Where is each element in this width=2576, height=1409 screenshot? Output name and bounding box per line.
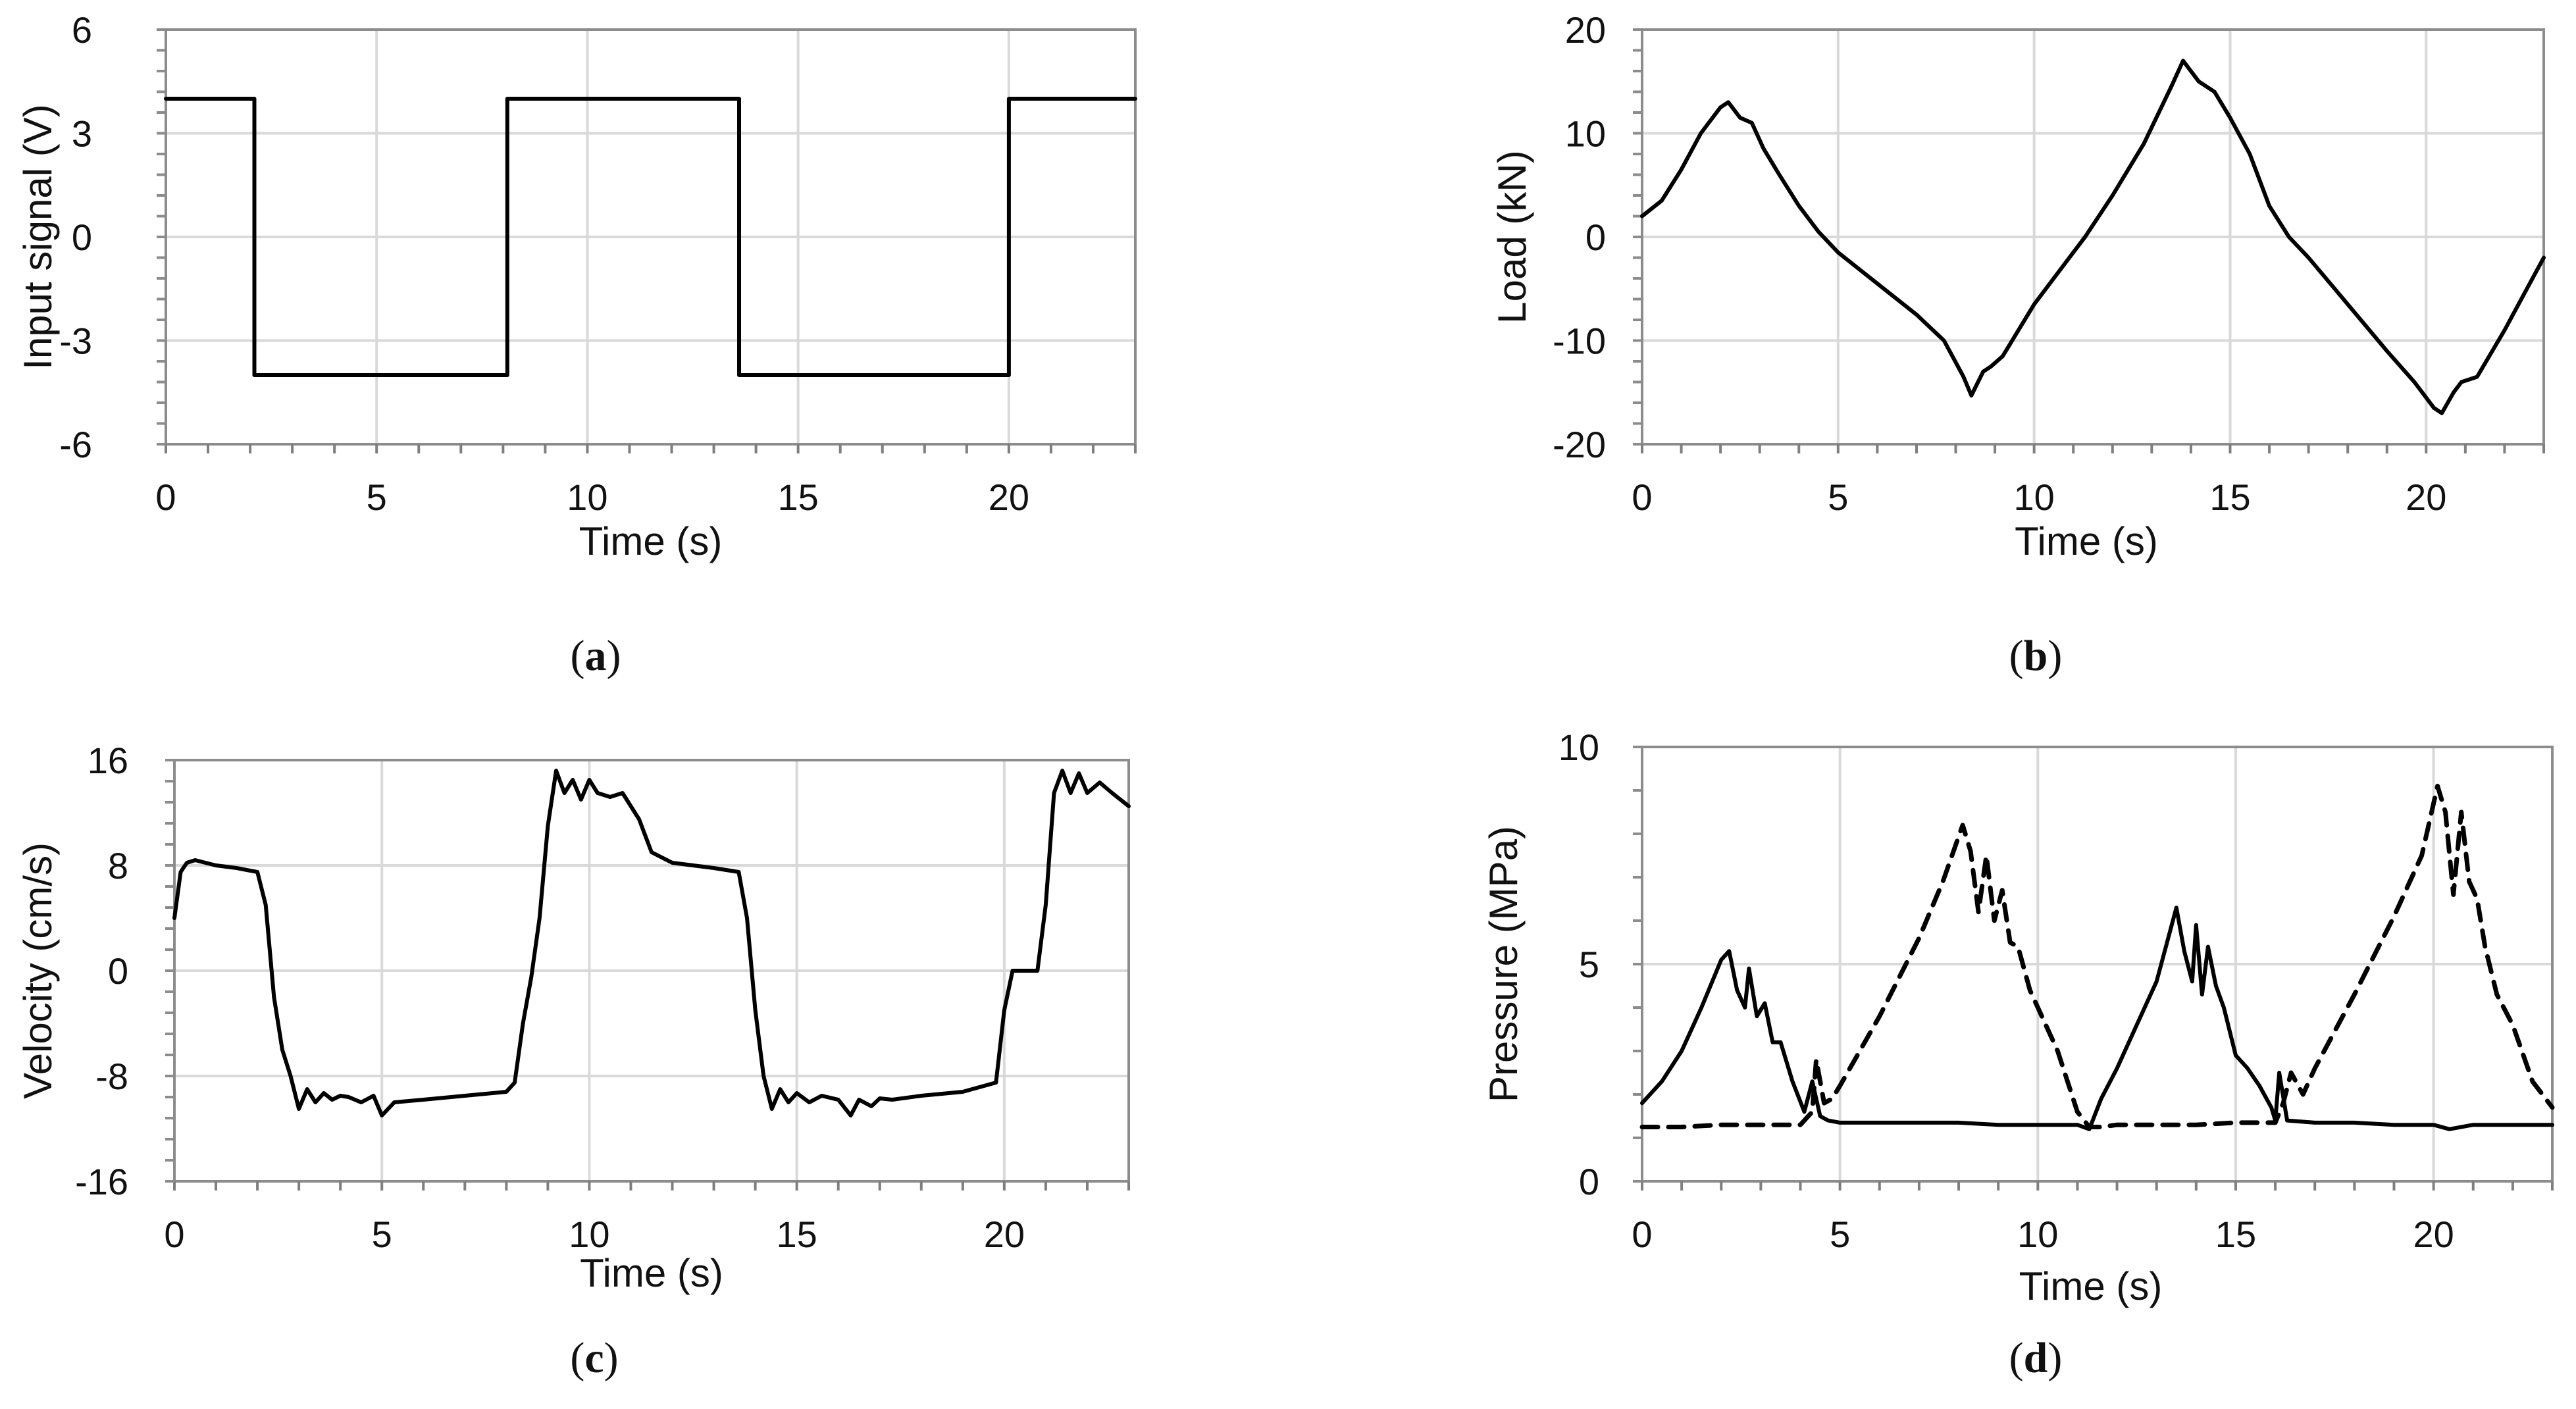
y-tick-label: 0 bbox=[108, 950, 128, 992]
series-line-solid bbox=[172, 769, 1131, 1117]
y-tick-label: 6 bbox=[72, 9, 92, 51]
x-tick-label: 15 bbox=[2209, 476, 2250, 518]
panel-label: (d) bbox=[2009, 1334, 2063, 1382]
y-tick-label: -10 bbox=[1553, 320, 1606, 362]
y-tick-label: 0 bbox=[1585, 217, 1606, 258]
x-tick-label: 15 bbox=[778, 476, 819, 518]
x-tick-label: 5 bbox=[367, 476, 387, 518]
panel-label-letter: a bbox=[585, 632, 607, 680]
y-axis-title: Velocity (cm/s) bbox=[16, 842, 60, 1099]
y-tick-label: 8 bbox=[108, 845, 128, 886]
panel-label: (c) bbox=[570, 1334, 618, 1382]
panel-label-letter: d bbox=[2024, 1334, 2048, 1382]
y-axis-title: Input signal (V) bbox=[16, 104, 60, 370]
panel-label: (b) bbox=[2009, 632, 2063, 680]
x-tick-label: 15 bbox=[777, 1214, 817, 1255]
x-tick-label: 20 bbox=[984, 1214, 1025, 1255]
y-tick-label: -20 bbox=[1553, 424, 1606, 465]
series-line-solid bbox=[1640, 906, 2554, 1131]
y-tick-label: -6 bbox=[59, 424, 92, 465]
y-tick-label: -16 bbox=[75, 1161, 128, 1202]
panel-label-letter: b bbox=[2024, 632, 2048, 680]
y-tick-label: 16 bbox=[88, 740, 128, 781]
x-tick-label: 0 bbox=[164, 1214, 184, 1255]
x-axis-title: Time (s) bbox=[579, 519, 723, 563]
x-tick-label: 0 bbox=[1632, 1214, 1652, 1255]
x-tick-label: 20 bbox=[2413, 1214, 2454, 1255]
y-tick-label: -3 bbox=[59, 320, 92, 362]
x-tick-label: 5 bbox=[1828, 476, 1848, 518]
y-tick-label: 0 bbox=[72, 217, 92, 258]
y-tick-label: 5 bbox=[1579, 944, 1599, 985]
y-tick-label: 20 bbox=[1565, 9, 1606, 51]
x-tick-label: 0 bbox=[1632, 476, 1652, 518]
y-tick-label: 10 bbox=[1558, 727, 1599, 768]
x-tick-label: 5 bbox=[1830, 1214, 1850, 1255]
x-tick-label: 10 bbox=[569, 1214, 609, 1255]
y-tick-label: 10 bbox=[1565, 113, 1606, 155]
x-tick-label: 10 bbox=[567, 476, 607, 518]
y-axis-title: Pressure (MPa) bbox=[1481, 826, 1526, 1102]
panel-a: 6 3 0 -3 -6 0 5 10 15 20 Time (s) Input signal (V) (… bbox=[16, 9, 1137, 680]
x-tick-label: 10 bbox=[2014, 476, 2055, 518]
x-axis-title: Time (s) bbox=[2019, 1264, 2163, 1308]
panel-label: (a) bbox=[571, 632, 621, 680]
x-tick-label: 10 bbox=[2017, 1214, 2058, 1255]
series-line-solid bbox=[164, 97, 1137, 377]
x-tick-label: 5 bbox=[372, 1214, 392, 1255]
x-axis-title: Time (s) bbox=[580, 1251, 723, 1295]
series-line-solid bbox=[1640, 59, 2546, 415]
y-tick-label: 3 bbox=[72, 113, 92, 155]
panel-d: 10 5 00 5 10 15 20 Time (s) Pressure (MPa) (d) bbox=[1481, 727, 2555, 1382]
series-line-dashed bbox=[1639, 783, 2555, 1129]
panel-b: 20 10 0 -10 -20 0 5 10 15 20 Time (s) Load (kN) (b) bbox=[1490, 9, 2546, 680]
y-tick-label: -8 bbox=[95, 1056, 128, 1097]
x-tick-label: 15 bbox=[2215, 1214, 2256, 1255]
panel-c: 16 8 0 -8 -16 0 5 10 15 20 Time (s) Velocity (cm/s)… bbox=[16, 740, 1131, 1382]
panel-label-letter: c bbox=[584, 1334, 604, 1382]
x-tick-label: 0 bbox=[155, 476, 176, 518]
x-axis-title: Time (s) bbox=[2015, 519, 2158, 563]
x-tick-label: 20 bbox=[989, 476, 1029, 518]
y-tick-label: 0 bbox=[1579, 1161, 1599, 1202]
x-tick-label: 20 bbox=[2406, 476, 2446, 518]
y-axis-title: Load (kN) bbox=[1490, 150, 1534, 323]
